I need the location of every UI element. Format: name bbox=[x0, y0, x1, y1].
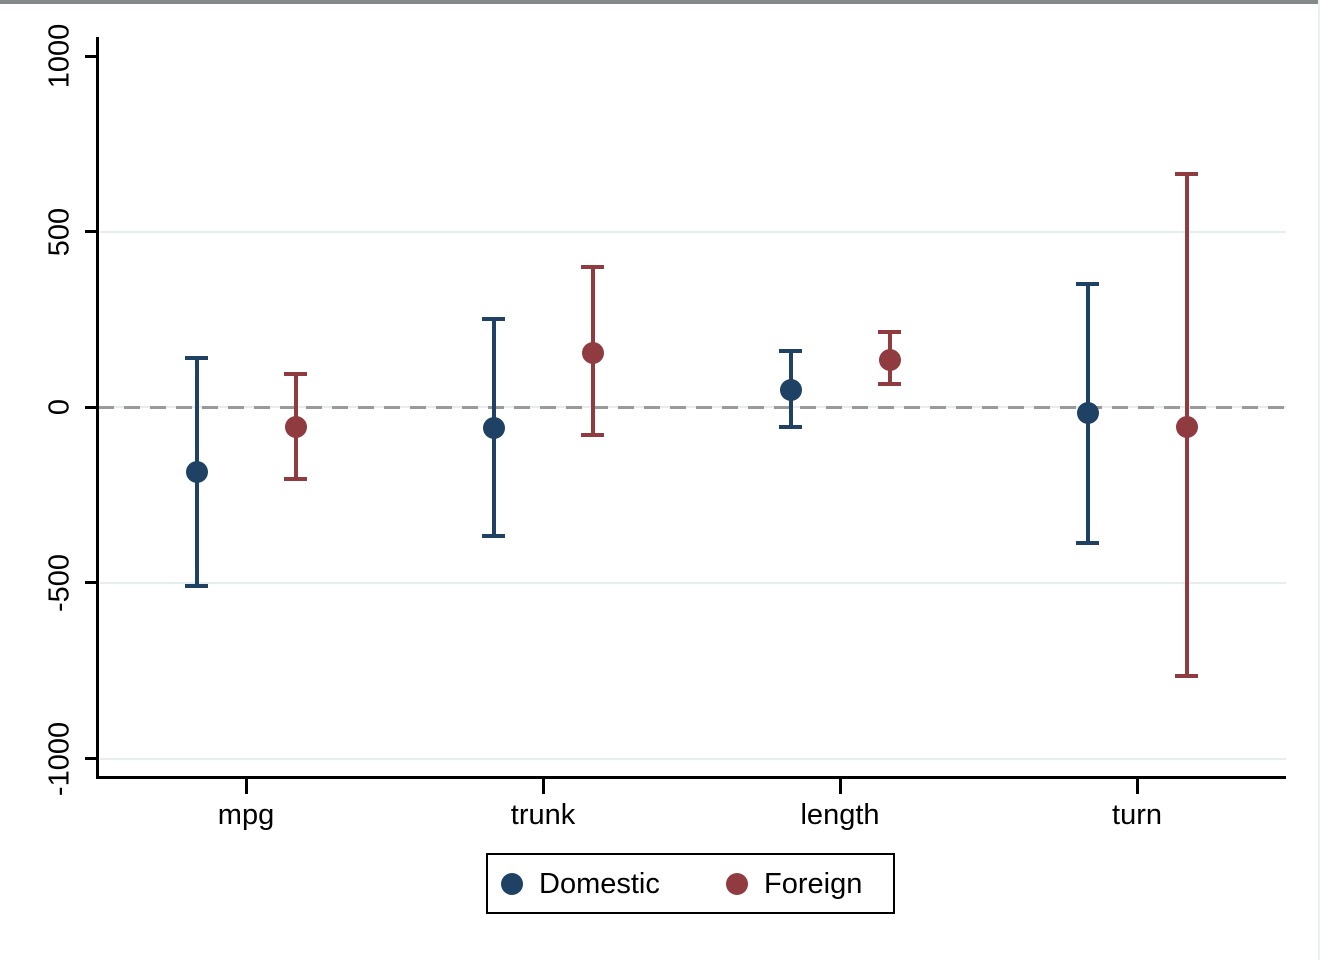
errorbar-cap-top-foreign-trunk bbox=[581, 264, 604, 269]
errorbar-cap-top-domestic-turn bbox=[1076, 282, 1099, 287]
window-top-strip bbox=[0, 0, 1320, 4]
y-tick-label-0: 0 bbox=[43, 399, 76, 416]
zero-reference-line bbox=[98, 405, 1286, 409]
x-tick-mpg bbox=[244, 779, 248, 794]
errorbar-cap-bottom-foreign-length bbox=[878, 382, 901, 387]
y-tick-0 bbox=[85, 405, 98, 409]
errorbar-cap-bottom-foreign-turn bbox=[1175, 674, 1198, 679]
marker-foreign-length bbox=[878, 348, 901, 371]
y-tick-500 bbox=[85, 230, 98, 234]
x-tick-trunk bbox=[541, 779, 545, 794]
errorbar-cap-top-domestic-trunk bbox=[482, 317, 505, 322]
marker-domestic-mpg bbox=[185, 461, 208, 484]
y-tick-label--500: -500 bbox=[43, 553, 76, 612]
legend-dot-foreign bbox=[726, 873, 748, 895]
y-tick--500 bbox=[85, 581, 98, 585]
errorbar-cap-top-domestic-length bbox=[779, 349, 802, 354]
y-tick-label-1000: 1000 bbox=[43, 23, 76, 89]
marker-foreign-mpg bbox=[284, 415, 307, 438]
marker-domestic-length bbox=[779, 378, 802, 401]
marker-foreign-trunk bbox=[581, 341, 604, 364]
right-edge-line bbox=[1318, 0, 1320, 960]
errorbar-cap-top-foreign-mpg bbox=[284, 371, 307, 376]
x-tick-length bbox=[838, 779, 842, 794]
y-tick-label--1000: -1000 bbox=[43, 721, 76, 796]
errorbar-cap-bottom-foreign-mpg bbox=[284, 477, 307, 482]
marker-foreign-turn bbox=[1175, 415, 1198, 438]
legend-box: Domestic Foreign bbox=[486, 853, 895, 914]
errorbar-cap-top-foreign-length bbox=[878, 329, 901, 334]
errorbar-cap-bottom-foreign-trunk bbox=[581, 433, 604, 438]
x-tick-label-trunk: trunk bbox=[510, 799, 576, 831]
x-tick-turn bbox=[1135, 779, 1139, 794]
errorbar-cap-bottom-domestic-trunk bbox=[482, 533, 505, 538]
legend-label-domestic: Domestic bbox=[539, 868, 660, 900]
legend-dot-domestic bbox=[501, 873, 523, 895]
errorbar-cap-bottom-domestic-length bbox=[779, 424, 802, 429]
marker-domestic-trunk bbox=[482, 417, 505, 440]
y-tick--1000 bbox=[85, 757, 98, 761]
errorbar-cap-top-foreign-turn bbox=[1175, 171, 1198, 176]
legend-label-foreign: Foreign bbox=[764, 868, 863, 900]
errorbar-cap-bottom-domestic-mpg bbox=[185, 584, 208, 589]
y-tick-label-500: 500 bbox=[43, 207, 76, 256]
gridline-y-1000 bbox=[100, 757, 1286, 760]
x-tick-label-length: length bbox=[800, 799, 880, 831]
gridline-y-500 bbox=[100, 581, 1286, 584]
gridline-y500 bbox=[100, 230, 1286, 233]
x-axis-line bbox=[96, 776, 1286, 779]
y-tick-1000 bbox=[85, 54, 98, 58]
x-tick-label-mpg: mpg bbox=[217, 799, 275, 831]
errorbar-cap-bottom-domestic-turn bbox=[1076, 540, 1099, 545]
marker-domestic-turn bbox=[1076, 401, 1099, 424]
errorbar-cap-top-domestic-mpg bbox=[185, 356, 208, 361]
x-tick-label-turn: turn bbox=[1112, 799, 1162, 831]
